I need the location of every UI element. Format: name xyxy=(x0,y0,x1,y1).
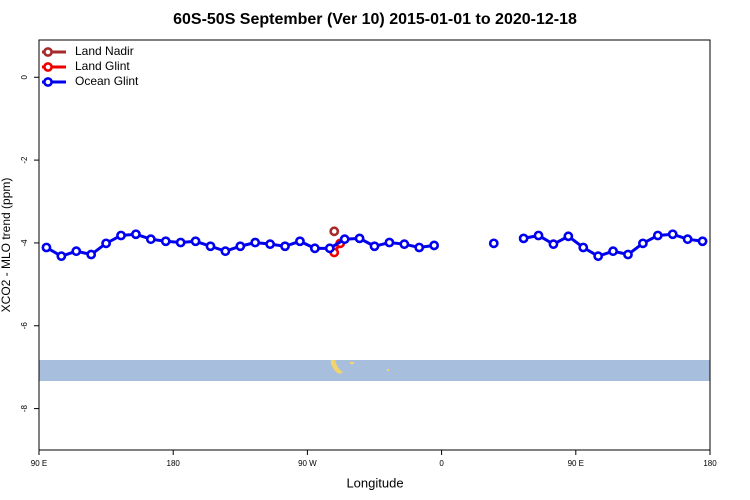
x-tick-label: 0 xyxy=(439,459,444,468)
point xyxy=(652,230,663,241)
point xyxy=(235,241,246,252)
point xyxy=(324,243,335,254)
chart-title: 60S-50S September (Ver 10) 2015-01-01 to… xyxy=(173,11,577,28)
point xyxy=(56,251,67,262)
point xyxy=(578,242,589,253)
y-tick-label: -2 xyxy=(20,156,29,164)
point xyxy=(593,251,604,262)
point xyxy=(86,249,97,260)
point xyxy=(280,241,290,252)
x-axis-label: Longitude xyxy=(346,475,403,490)
point xyxy=(265,239,276,250)
point xyxy=(369,241,380,252)
legend-label: Land Nadir xyxy=(75,44,134,58)
plot-frame xyxy=(38,39,711,451)
point xyxy=(563,231,574,242)
point xyxy=(71,246,82,257)
point xyxy=(101,238,111,249)
y-tick-label: -8 xyxy=(20,404,29,412)
point xyxy=(697,236,708,247)
legend-label: Land Glint xyxy=(75,59,130,73)
x-tick-label: 90 W xyxy=(298,459,317,468)
land-shape xyxy=(331,360,343,374)
y-tick-label: -4 xyxy=(20,239,29,247)
point xyxy=(608,246,618,257)
legend-label: Ocean Glint xyxy=(75,74,139,88)
point xyxy=(667,229,678,240)
point xyxy=(175,237,186,248)
x-tick-label: 90 E xyxy=(568,459,584,468)
y-tick-label: 0 xyxy=(20,74,29,79)
point xyxy=(518,233,529,244)
point xyxy=(205,241,216,252)
point xyxy=(131,229,141,240)
point xyxy=(220,246,231,257)
y-tick-label: -6 xyxy=(20,322,29,330)
point xyxy=(414,242,425,253)
point xyxy=(638,238,648,249)
point xyxy=(533,230,544,241)
point xyxy=(488,238,499,249)
y-axis-label: XCO2 - MLO trend (ppm) xyxy=(0,178,13,313)
x-tick-label: 90 E xyxy=(31,459,47,468)
legend-marker xyxy=(43,62,53,72)
x-tick-label: 180 xyxy=(703,459,717,468)
point xyxy=(399,239,410,250)
point xyxy=(354,233,365,244)
point xyxy=(116,230,126,241)
point xyxy=(41,242,52,253)
point xyxy=(145,234,156,245)
x-tick-label: 180 xyxy=(167,459,181,468)
point xyxy=(295,236,305,247)
land-shape xyxy=(350,362,354,364)
legend-marker xyxy=(43,47,53,57)
point xyxy=(384,237,395,248)
point xyxy=(190,236,201,247)
point xyxy=(329,226,340,237)
map-strip xyxy=(39,360,710,381)
point xyxy=(160,236,171,247)
point xyxy=(548,239,559,250)
point xyxy=(682,234,693,245)
land-shape xyxy=(387,369,389,371)
point xyxy=(623,249,633,260)
point xyxy=(250,237,261,248)
legend-marker xyxy=(43,77,53,87)
point xyxy=(429,240,440,251)
point xyxy=(339,234,350,245)
point xyxy=(309,243,320,254)
